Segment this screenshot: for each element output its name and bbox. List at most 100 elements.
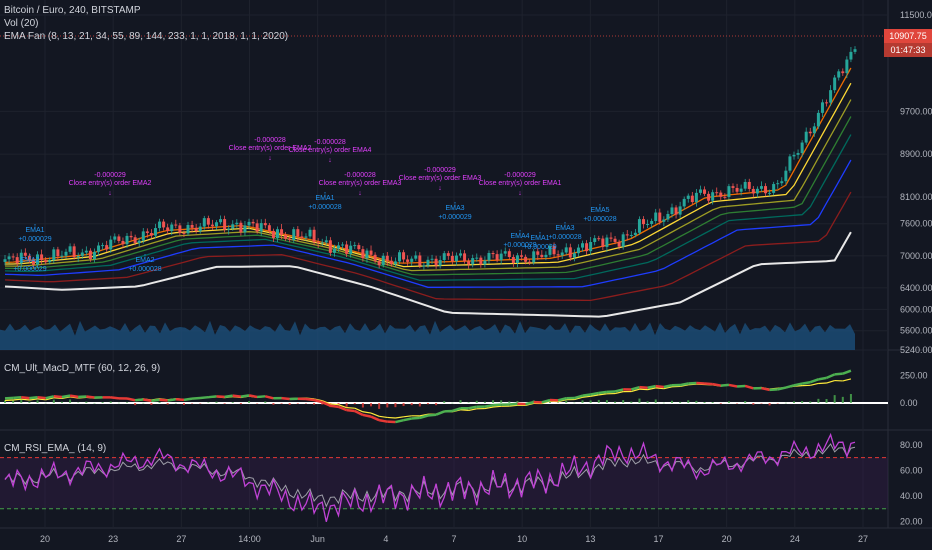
candle-body xyxy=(463,253,467,262)
candle-body xyxy=(707,193,711,201)
macd-line xyxy=(159,398,168,402)
macd-histogram-bar xyxy=(223,403,226,404)
macd-histogram-bar xyxy=(174,402,177,404)
candle-body xyxy=(263,223,267,226)
annotation-value: +0.000029 xyxy=(503,242,536,249)
candle-body xyxy=(284,234,288,239)
arrow-up-icon: ↑ xyxy=(323,191,327,198)
candle-body xyxy=(23,252,27,256)
macd-line xyxy=(451,407,461,413)
candle-body xyxy=(357,245,361,250)
candle-body xyxy=(471,258,475,265)
time-tick-label: Jun xyxy=(310,534,325,544)
macd-line xyxy=(468,405,477,410)
candle-body xyxy=(694,192,698,203)
candle-body xyxy=(711,192,715,201)
candle-body xyxy=(703,189,707,194)
macd-histogram-bar xyxy=(418,403,421,407)
candle-body xyxy=(719,192,723,197)
candle-body xyxy=(642,219,646,225)
symbol-legend[interactable]: Bitcoin / Euro, 240, BITSTAMP xyxy=(4,5,141,16)
macd-line xyxy=(313,398,323,404)
arrow-up-icon: ↑ xyxy=(518,229,522,236)
candle-body xyxy=(487,253,491,261)
annotation-label: Close entry(s) order EMA2 xyxy=(69,180,152,187)
macd-line xyxy=(126,397,136,402)
candle-body xyxy=(406,259,410,262)
rsi-legend[interactable]: CM_RSI_EMA_ (14, 9) xyxy=(4,443,107,454)
candle-body xyxy=(345,244,349,254)
candle-body xyxy=(304,236,308,238)
ema-fan-legend[interactable]: EMA Fan (8, 13, 21, 34, 55, 89, 144, 233… xyxy=(4,31,289,42)
macd-histogram-bar xyxy=(809,401,812,403)
candle-body xyxy=(336,245,340,249)
time-tick-label: 14:00 xyxy=(238,534,261,544)
candle-body xyxy=(568,247,572,258)
macd-line xyxy=(183,397,193,402)
price-tick-label: 5240.00 xyxy=(900,345,932,355)
candle-body xyxy=(76,255,80,258)
price-axis[interactable]: 11500.00 9700.00 8900.00 8100.00 7600.00 7000… xyxy=(900,10,932,527)
candle-body xyxy=(735,187,739,192)
candle-body xyxy=(255,223,259,232)
macd-signal-line xyxy=(61,396,71,400)
candle-body xyxy=(617,241,621,247)
macd-histogram-bar xyxy=(150,403,153,405)
macd-line xyxy=(143,398,152,403)
candle-body xyxy=(747,181,751,189)
candle-body xyxy=(56,249,60,257)
macd-line xyxy=(647,384,656,389)
macd-histogram-bar xyxy=(638,398,641,403)
macd-signal-line xyxy=(484,406,494,410)
arrow-up-icon: ↑ xyxy=(538,231,542,238)
macd-histogram-bar xyxy=(134,403,137,406)
candle-body xyxy=(117,236,121,241)
annotation-label: EMA2 xyxy=(20,257,39,264)
candle-body xyxy=(60,255,64,257)
macd-line xyxy=(281,396,290,401)
candle-body xyxy=(259,223,263,232)
macd-line xyxy=(427,413,437,417)
annotation-value: +0.000029 xyxy=(438,214,471,221)
candle-body xyxy=(764,186,768,194)
time-tick-label: 27 xyxy=(858,534,868,544)
annotation-label: EMA4 xyxy=(510,233,529,240)
annotation-value: +0.000029 xyxy=(523,244,556,251)
macd-signal-line xyxy=(509,404,518,407)
macd-histogram-bar xyxy=(776,403,779,404)
macd-line xyxy=(208,395,217,399)
candle-body xyxy=(141,231,145,241)
arrow-down-icon: ↓ xyxy=(358,190,362,197)
volume-legend[interactable]: Vol (20) xyxy=(4,18,39,29)
candle-body xyxy=(328,240,332,253)
candle-body xyxy=(271,230,275,239)
macd-line xyxy=(86,395,95,399)
macd-histogram-bar xyxy=(199,403,202,404)
arrow-up-icon: ↑ xyxy=(453,201,457,208)
candle-body xyxy=(788,156,792,171)
time-axis[interactable]: 20 23 27 14:00 Jun 4 7 10 13 17 20 24 27 xyxy=(40,534,868,544)
macd-histogram-bar xyxy=(736,403,739,404)
candle-body xyxy=(227,228,231,230)
macd-histogram-bar xyxy=(28,401,31,403)
macd-signal-line xyxy=(679,384,689,388)
annotation-label: Close entry(s) order EMA3 xyxy=(319,180,402,187)
candle-body xyxy=(7,256,11,260)
macd-histogram-bar xyxy=(126,402,129,403)
macd-histogram-bar xyxy=(646,401,649,403)
macd-histogram-bar xyxy=(687,400,690,403)
candle-body xyxy=(686,195,690,199)
macd-line xyxy=(240,394,250,398)
macd-histogram-bar xyxy=(272,403,275,405)
macd-line xyxy=(744,384,754,390)
macd-legend[interactable]: CM_Ult_MacD_MTF (60, 12, 26, 9) xyxy=(4,363,161,374)
candle-body xyxy=(178,225,182,233)
macd-tick-label: 250.00 xyxy=(900,371,928,381)
candle-body xyxy=(816,112,820,127)
macd-line xyxy=(29,395,38,400)
macd-line xyxy=(354,409,364,417)
candle-body xyxy=(210,224,214,227)
volume-area xyxy=(0,320,855,350)
macd-histogram-bar xyxy=(353,403,356,405)
